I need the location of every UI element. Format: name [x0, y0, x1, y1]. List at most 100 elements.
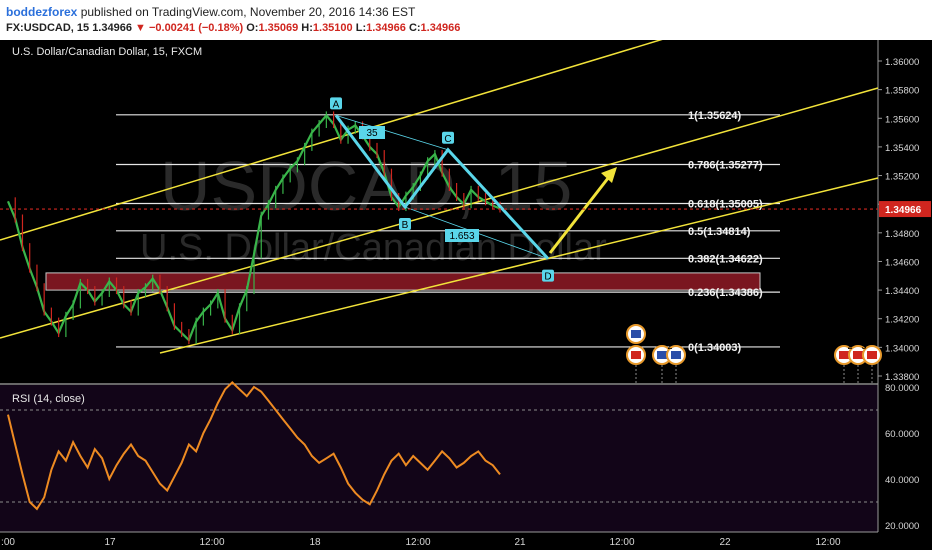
fib-level-label: 0.5(1.34814) [688, 226, 751, 238]
watermark-symbol: USDCAD, 15 [160, 147, 572, 225]
price-tick-label: 1.34600 [885, 257, 919, 268]
time-tick-label: 17 [104, 537, 116, 548]
publish-info: published on TradingView.com, November 2… [80, 5, 416, 19]
pattern-point-marker [542, 269, 554, 282]
event-count-label: 2 [847, 341, 852, 351]
time-tick-label: 18 [309, 537, 321, 548]
current-price-group: 1.34966 [0, 201, 931, 218]
fib-level-label: 0.786(1.35277) [688, 160, 763, 172]
pattern-point-label: A [333, 99, 340, 110]
price-pane[interactable] [0, 40, 878, 383]
price-change: −0.00241 (−0.18%) [148, 22, 244, 34]
flag-fill [671, 351, 681, 359]
rsi-title: RSI (14, close) [12, 393, 85, 405]
price-tick-label: 1.33800 [885, 372, 919, 383]
current-price-label: 1.34966 [885, 205, 922, 216]
fib-level-label: 0(1.34003) [688, 342, 742, 354]
flag-fill [853, 351, 863, 359]
pattern-point-label: C [444, 134, 451, 145]
time-tick-label: 22 [719, 537, 731, 548]
time-tick-label: 12:00 [405, 537, 430, 548]
price-tick-label: 1.35200 [885, 172, 919, 183]
close-value: 1.34966 [420, 22, 461, 34]
channel-line[interactable] [159, 177, 879, 354]
time-tick-label: 12:00 [815, 537, 840, 548]
abcd-leg[interactable] [334, 114, 550, 260]
price-tick-label: 1.34800 [885, 229, 919, 240]
fib-level-label: 0.382(1.34622) [688, 253, 763, 265]
fib-level-label: 0.618(1.35005) [688, 198, 763, 210]
trend-channel[interactable] [0, 40, 879, 354]
pattern-point-marker [330, 97, 342, 110]
channel-line[interactable] [0, 87, 879, 339]
quote-line: FX:USDCAD, 15 1.34966 ▼ −0.00241 (−0.18%… [6, 22, 460, 34]
channel-line[interactable] [0, 40, 670, 241]
pattern-point-marker [442, 131, 454, 144]
low-value: 1.34966 [366, 22, 406, 34]
price-tick-label: 1.36000 [885, 57, 919, 68]
pattern-ratio-label: 1.653 [449, 231, 474, 242]
price-tick-label: 1.35400 [885, 143, 919, 154]
high-label: H: [301, 22, 313, 34]
rsi-series [7, 381, 501, 511]
down-arrow-icon: ▼ [135, 22, 146, 34]
time-tick-label: :00 [1, 537, 15, 548]
price-tick-label: 1.34400 [885, 286, 919, 297]
event-count-label: 2 [667, 341, 672, 351]
price-chart[interactable]: USDCAD, 15 U.S. Dollar/Canadian Dollar U… [0, 40, 932, 550]
price-series [6, 111, 501, 345]
time-scale[interactable] [0, 532, 932, 550]
rsi-tick-label: 60.0000 [885, 429, 919, 440]
price-axis-ticks: 1.360001.358001.356001.354001.352001.350… [878, 57, 919, 383]
time-tick-label: 12:00 [609, 537, 634, 548]
watermark-name: U.S. Dollar/Canadian Dollar [140, 227, 607, 269]
projection-arrow[interactable] [548, 172, 614, 254]
publish-header: boddezforex published on TradingView.com… [0, 0, 932, 41]
high-value: 1.35100 [312, 22, 353, 34]
arrow-head-icon [601, 167, 617, 183]
rsi-tick-label: 20.0000 [885, 521, 919, 532]
abcd-pattern[interactable]: A B C D 35 1.653 [330, 97, 617, 283]
flag-fill [631, 351, 641, 359]
rsi-tick-label: 40.0000 [885, 475, 919, 486]
rsi-tick-label: 80.0000 [885, 383, 919, 394]
time-tick-label: 12:00 [199, 537, 224, 548]
supply-zone[interactable] [45, 272, 761, 291]
time-tick-label: 21 [514, 537, 526, 548]
event-count-label: 3 [861, 341, 866, 351]
pattern-point-marker [399, 218, 411, 231]
flag-fill [839, 351, 849, 359]
fib-level-label: 1(1.35624) [688, 110, 742, 122]
pattern-ratio-label: 35 [366, 128, 378, 139]
current-price-tag [879, 201, 931, 218]
price-tick-label: 1.34200 [885, 315, 919, 326]
chart-title: U.S. Dollar/Canadian Dollar, 15, FXCM [12, 46, 202, 58]
last-price: 1.34966 [92, 22, 132, 34]
price-tick-label: 1.35600 [885, 114, 919, 125]
price-tick-label: 1.34000 [885, 343, 919, 354]
flag-fill [657, 351, 667, 359]
pattern-point-label: D [544, 272, 551, 283]
supply-zone-group [45, 272, 761, 291]
rsi-axis-ticks: 80.0000 60.0000 40.0000 20.0000 [0, 383, 919, 532]
fib-level-label: 0.236(1.34386) [688, 287, 763, 299]
low-label: L: [355, 22, 367, 34]
author-name[interactable]: boddezforex [6, 5, 78, 19]
fib-retracement[interactable]: 1(1.35624) 0.786(1.35277) 0.618(1.35005) 0.… [116, 110, 780, 354]
flag-fill [631, 330, 641, 338]
pattern-ratio-box [359, 126, 385, 139]
ac-ratio-line [335, 115, 449, 151]
pattern-ratio-box [445, 229, 479, 242]
pattern-point-label: B [402, 220, 409, 231]
price-scale[interactable] [878, 40, 932, 550]
close-label: C: [408, 22, 421, 34]
open-label: O: [246, 22, 259, 34]
rsi-pane[interactable] [0, 385, 878, 532]
symbol-label: FX:USDCAD, 15 [6, 22, 90, 34]
open-value: 1.35069 [258, 22, 299, 34]
price-tick-label: 1.35800 [885, 86, 919, 97]
flag-fill [867, 351, 877, 359]
time-axis-ticks: :00 17 12:00 18 12:00 21 12:00 22 12:00 [1, 537, 841, 548]
